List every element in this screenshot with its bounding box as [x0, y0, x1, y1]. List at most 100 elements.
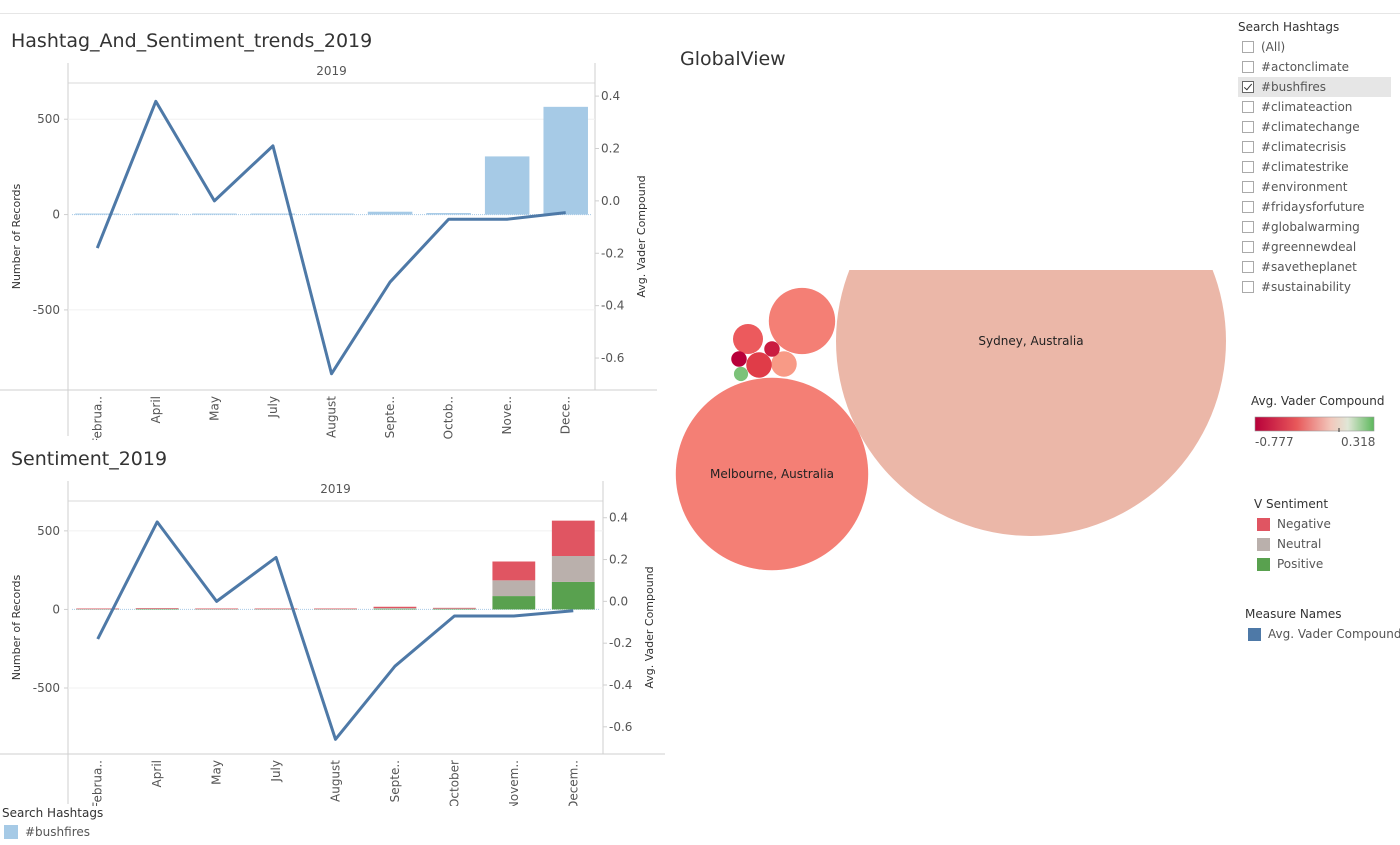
filter-item-climatecrisis[interactable]: #climatecrisis	[1238, 137, 1391, 157]
chart2-bar-negative	[314, 608, 357, 610]
neutral-swatch	[1257, 537, 1270, 551]
hashtag-sentiment-chart: 2019 500 0 -500 0.4 0.2 0.0 -0.2 -0.4 -0.6 Number …	[0, 63, 657, 440]
chart1-bar	[367, 211, 413, 215]
chart1-bar	[250, 213, 296, 215]
chart1-header: 2019	[316, 64, 347, 78]
filter-item-climatechange[interactable]: #climatechange	[1238, 117, 1391, 137]
hashtag-legend-label: #bushfires	[25, 825, 90, 839]
measure-legend-title: Measure Names	[1245, 607, 1342, 621]
measure-swatch	[1248, 627, 1261, 641]
filter-item-bushfires[interactable]: #bushfires	[1238, 77, 1391, 97]
chart1-y2tick-label: 0.4	[601, 89, 620, 103]
chart2-category-label: October	[447, 760, 461, 806]
filter-title: Search Hashtags	[1238, 20, 1340, 34]
filter-label: #environment	[1261, 180, 1348, 194]
chart1-y2tick-label: -0.2	[601, 246, 624, 260]
filter-label: #greennewdeal	[1261, 240, 1357, 254]
chart2-bar-negative	[492, 561, 536, 581]
chart2-bar-neutral	[492, 580, 536, 597]
chart2-bar-neutral	[432, 608, 476, 609]
chart2-bar-negative	[195, 608, 239, 610]
filter-label: #savetheplanet	[1261, 260, 1357, 274]
filter-item-climateaction[interactable]: #climateaction	[1238, 97, 1391, 117]
filter-checkbox[interactable]	[1242, 121, 1254, 133]
top-divider	[0, 13, 1400, 14]
chart1-y2tick-label: -0.6	[601, 351, 624, 365]
color-legend-ramp	[1254, 416, 1375, 432]
bubble	[731, 351, 747, 367]
filter-checkbox[interactable]	[1242, 101, 1254, 113]
filter-checkbox[interactable]	[1242, 261, 1254, 273]
chart2-category-label: Septe..	[388, 760, 402, 802]
chart1-category-label: Nove..	[500, 396, 514, 434]
chart1-ytick-label: -500	[33, 303, 60, 317]
chart2-bar-positive	[432, 608, 476, 610]
bubble	[746, 352, 772, 378]
bubble	[836, 270, 1226, 536]
color-legend-max: 0.318	[1341, 435, 1375, 449]
filter-checkbox[interactable]	[1242, 141, 1254, 153]
filter-item-sustainability[interactable]: #sustainability	[1238, 277, 1391, 297]
chart2-category-label: Februa..	[91, 760, 105, 806]
filter-item-savetheplanet[interactable]: #savetheplanet	[1238, 257, 1391, 277]
filter-checkbox[interactable]	[1242, 61, 1254, 73]
chart2-ytick-label: 0	[52, 602, 60, 616]
filter-checkbox[interactable]	[1242, 241, 1254, 253]
chart1-bar	[133, 213, 179, 215]
filter-label: #climateaction	[1261, 100, 1353, 114]
chart2-category-label: August	[329, 760, 343, 802]
bubble-label: Melbourne, Australia	[710, 467, 834, 481]
chart1-category-label: Octob..	[442, 396, 456, 439]
chart1-category-label: Februa..	[90, 396, 104, 440]
chart1-y2tick-label: 0.2	[601, 141, 620, 155]
chart2-y2tick-label: 0.0	[609, 594, 628, 608]
filter-label: #sustainability	[1261, 280, 1351, 294]
measure-label: Avg. Vader Compound	[1268, 627, 1400, 641]
chart2-bar-negative	[551, 520, 595, 556]
filter-checkbox[interactable]	[1242, 281, 1254, 293]
hashtag-legend-item: #bushfires	[4, 825, 90, 839]
globalview-bubble-chart: Sydney, Australia Melbourne, Australia	[675, 270, 1226, 571]
filter-checkbox[interactable]	[1242, 161, 1254, 173]
chart2-bar-negative	[76, 608, 120, 610]
filter-label: #climatestrike	[1261, 160, 1349, 174]
filter-item-greennewdeal[interactable]: #greennewdeal	[1238, 237, 1391, 257]
chart2-ytick-label: 500	[37, 524, 60, 538]
chart2-bar-negative	[373, 606, 417, 609]
chart1-ytick-label: 0	[52, 208, 60, 222]
chart2-bar-positive	[492, 596, 536, 610]
chart2-y2tick-label: -0.2	[609, 636, 632, 650]
chart2-y2tick-label: -0.6	[609, 720, 632, 734]
filter-checkbox[interactable]	[1242, 81, 1254, 93]
color-legend-min-label: -0.777	[1255, 435, 1294, 449]
filter-checkbox[interactable]	[1242, 41, 1254, 53]
chart2-category-label: Novem..	[507, 760, 521, 806]
sentiment-legend-neutral: Neutral	[1257, 537, 1321, 551]
filter-item-environment[interactable]: #environment	[1238, 177, 1391, 197]
filter-label: #fridaysforfuture	[1261, 200, 1365, 214]
color-legend-min: -0.777	[1255, 435, 1294, 449]
filter-checkbox[interactable]	[1242, 221, 1254, 233]
filter-item-globalwarming[interactable]: #globalwarming	[1238, 217, 1391, 237]
measure-legend-item: Avg. Vader Compound	[1248, 627, 1400, 641]
chart1-bar	[75, 213, 120, 215]
filter-item-all[interactable]: (All)	[1238, 37, 1391, 57]
filter-item-climatestrike[interactable]: #climatestrike	[1238, 157, 1391, 177]
filter-item-fridaysforfuture[interactable]: #fridaysforfuture	[1238, 197, 1391, 217]
filter-checkbox[interactable]	[1242, 181, 1254, 193]
chart2-line-series	[96, 520, 574, 741]
chart2-bar-neutral	[373, 608, 417, 609]
chart2-bar-positive	[551, 581, 595, 610]
chart1-bar	[484, 156, 530, 215]
globalview-title: GlobalView	[680, 48, 786, 70]
filter-item-actonclimate[interactable]: #actonclimate	[1238, 57, 1391, 77]
chart2-bar-negative	[432, 607, 476, 609]
sentiment-legend-positive: Positive	[1257, 557, 1323, 571]
chart2-ytick-label: -500	[33, 681, 60, 695]
chart1-y2label: Avg. Vader Compound	[635, 175, 648, 297]
chart1-category-label: April	[149, 396, 163, 423]
filter-checkbox[interactable]	[1242, 201, 1254, 213]
filter-label: (All)	[1261, 40, 1286, 54]
chart2-header: 2019	[320, 482, 351, 496]
chart1-bar	[426, 213, 471, 215]
